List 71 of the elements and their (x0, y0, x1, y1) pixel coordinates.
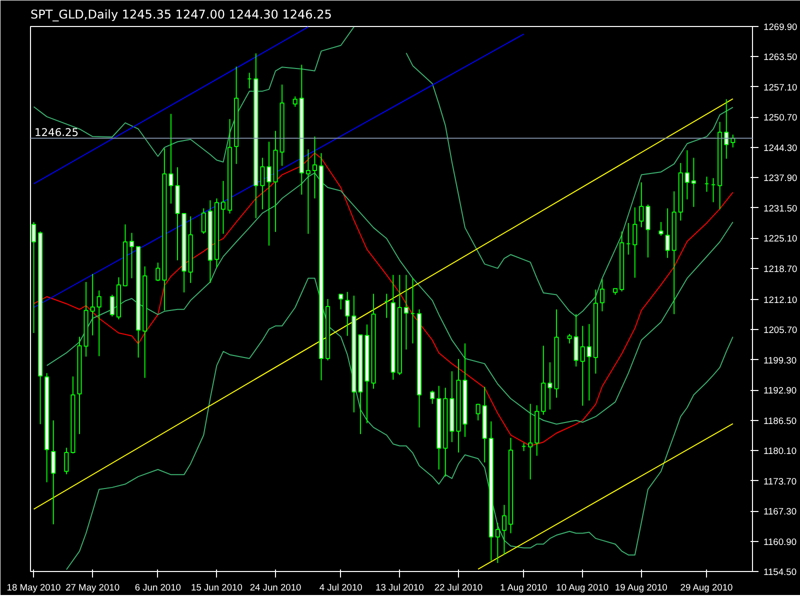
x-tick-label: 4 Jul 2010 (319, 582, 362, 592)
candlestick (646, 204, 650, 258)
line-series (33, 152, 734, 446)
y-tick-label: 1218.70 (764, 264, 798, 274)
y-tick-label: 1263.50 (764, 52, 798, 62)
line-series (46, 172, 734, 425)
candlestick (292, 96, 298, 108)
candlestick (345, 291, 350, 336)
x-tick-label: 13 Jul 2010 (376, 582, 424, 592)
x-tick-label: 29 Aug 2010 (680, 582, 733, 592)
x-tick-label: 19 Aug 2010 (614, 582, 668, 592)
y-tick-label: 1231.50 (764, 203, 798, 214)
x-tick-label: 22 Jul 2010 (434, 582, 483, 592)
y-tick-label: 1205.70 (764, 325, 798, 336)
x-tick-label: 27 May 2010 (66, 582, 120, 592)
x-tick-label: 6 Jun 2010 (134, 582, 181, 592)
candlestick (639, 182, 644, 228)
y-tick-label: 1244.30 (764, 142, 798, 153)
candlestick (586, 324, 592, 402)
candlestick (665, 208, 670, 258)
candlestick (632, 206, 638, 278)
candlestick (338, 294, 344, 310)
candlestick (129, 232, 134, 279)
candlestick (51, 420, 56, 525)
candlestick (306, 148, 310, 234)
candlestick (574, 314, 578, 368)
candlestick (168, 113, 174, 204)
candlestick (476, 403, 480, 421)
candlestick (90, 273, 95, 336)
x-tick-label: 24 Jun 2010 (250, 582, 302, 592)
y-tick-label: 1237.90 (764, 173, 798, 184)
line-series (66, 278, 734, 570)
candlestick (684, 150, 690, 200)
y-tick-label: 1180.10 (764, 446, 797, 456)
candlestick (528, 403, 533, 480)
candlestick (658, 222, 664, 236)
y-tick-label: 1225.10 (764, 234, 798, 244)
ref-line-label: 1246.25 (34, 126, 79, 140)
candlestick (312, 136, 318, 199)
candlestick (404, 274, 408, 350)
candlestick (201, 208, 206, 234)
y-tick-label: 1167.30 (764, 506, 797, 517)
candlestick (110, 294, 114, 317)
candlestick (600, 278, 605, 312)
y-tick-label: 1212.10 (764, 294, 798, 305)
x-tick-label: 1 Aug 2010 (500, 582, 548, 592)
y-tick-label: 1192.90 (764, 386, 797, 396)
candlestick (495, 522, 500, 564)
candlestick (156, 262, 160, 282)
y-tick-label: 1186.50 (764, 416, 797, 426)
candlestick (580, 325, 585, 406)
candlestick (96, 290, 102, 357)
y-tick-label: 1257.10 (764, 82, 798, 92)
y-tick-label: 1160.90 (764, 536, 797, 547)
candlestick (64, 447, 69, 475)
x-tick-label: 18 May 2010 (6, 582, 61, 592)
y-tick-label: 1250.70 (764, 112, 798, 123)
candlestick (548, 362, 552, 410)
x-tick-label: 10 Aug 2010 (556, 582, 609, 592)
candlestick (220, 180, 226, 234)
y-tick-label: 1199.30 (764, 355, 797, 366)
candlestick (567, 333, 572, 344)
chart-title: SPT_GLD,Daily 1245.35 1247.00 1244.30 1246.25 (30, 8, 332, 22)
candlestick (691, 157, 696, 208)
y-tick-label: 1154.50 (764, 567, 797, 577)
candlestick (430, 390, 435, 404)
y-tick-label: 1173.70 (764, 476, 797, 486)
x-tick-label: 15 Jun 2010 (191, 582, 242, 592)
candlestick (502, 504, 507, 555)
candlestick (724, 98, 729, 160)
y-tick-label: 1269.90 (764, 22, 798, 32)
